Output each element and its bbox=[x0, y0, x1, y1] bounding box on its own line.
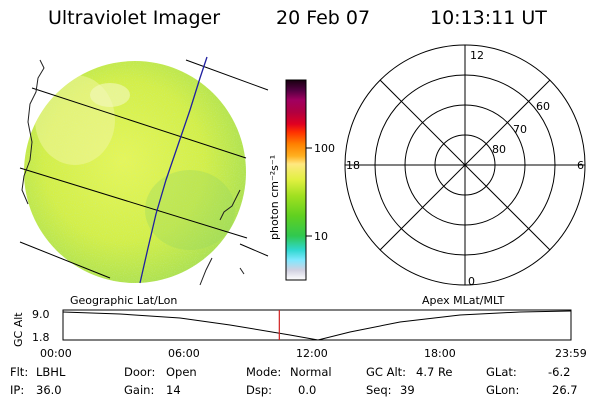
glon-value: 26.7 bbox=[552, 383, 578, 397]
geo-grid bbox=[19, 59, 269, 279]
colorbar: 100 10 photon cm⁻²s⁻¹ bbox=[268, 79, 335, 281]
altitude-curve bbox=[62, 310, 572, 341]
mlt-label-12: 12 bbox=[470, 49, 484, 62]
gain-key: Gain: bbox=[124, 383, 154, 397]
timeline-tick-2: 12:00 bbox=[296, 347, 328, 360]
door-value: Open bbox=[166, 365, 197, 379]
header-date: 20 Feb 07 bbox=[276, 7, 370, 29]
glon-key: GLon: bbox=[486, 383, 519, 397]
timeline-tick-4: 23:59 bbox=[555, 347, 587, 360]
timeline-tick-1: 06:00 bbox=[168, 347, 200, 360]
geographic-label: Geographic Lat/Lon bbox=[70, 294, 177, 307]
timeline-ylabel: GC Alt bbox=[12, 312, 25, 347]
mlt-label-6: 6 bbox=[577, 159, 584, 172]
colorbar-tick-100: 100 bbox=[314, 142, 335, 155]
mlt-label-0: 0 bbox=[468, 275, 475, 288]
dsp-key: Dsp: bbox=[246, 383, 272, 397]
glat-key: GLat: bbox=[486, 365, 517, 379]
ip-value: 36.0 bbox=[36, 383, 62, 397]
colorbar-tick-10: 10 bbox=[314, 230, 328, 243]
mlt-label-18: 18 bbox=[346, 159, 360, 172]
door-key: Door: bbox=[124, 365, 155, 379]
seq-key: Seq: bbox=[366, 383, 392, 397]
dsp-value: 0.0 bbox=[298, 383, 316, 397]
apex-label: Apex MLat/MLT bbox=[422, 294, 505, 307]
filter-value: LBHL bbox=[36, 365, 66, 379]
meridian-line bbox=[139, 56, 208, 284]
earth-image bbox=[19, 56, 269, 286]
timeline-tick-3: 18:00 bbox=[424, 347, 456, 360]
instrument-title: Ultraviolet Imager bbox=[48, 7, 220, 29]
timeline-tick-0: 00:00 bbox=[40, 347, 72, 360]
timeline-y-top: 9.0 bbox=[32, 308, 50, 321]
timeline-y-bottom: 1.8 bbox=[32, 331, 50, 344]
lat-label-60: 60 bbox=[536, 100, 550, 113]
coastline bbox=[21, 59, 245, 286]
filter-key: Flt: bbox=[10, 365, 28, 379]
gain-value: 14 bbox=[166, 383, 181, 397]
mode-key: Mode: bbox=[246, 365, 281, 379]
status-panel: Flt: LBHL Door: Open Mode: Normal GC Alt… bbox=[10, 365, 578, 397]
gcalt-key: GC Alt: bbox=[366, 365, 406, 379]
colorbar-unit-label: photon cm⁻²s⁻¹ bbox=[268, 155, 281, 240]
seq-value: 39 bbox=[400, 383, 415, 397]
lat-label-80: 80 bbox=[492, 143, 506, 156]
lat-label-70: 70 bbox=[513, 123, 527, 136]
header-time: 10:13:11 UT bbox=[430, 7, 547, 29]
polar-plot bbox=[344, 44, 586, 286]
mode-value: Normal bbox=[290, 365, 332, 379]
altitude-timeline: GC Alt 9.0 1.8 00:00 06:00 12:00 18:00 2… bbox=[12, 308, 587, 360]
ip-key: IP: bbox=[10, 383, 24, 397]
gcalt-value: 4.7 Re bbox=[416, 365, 453, 379]
glat-value: -6.2 bbox=[548, 365, 570, 379]
